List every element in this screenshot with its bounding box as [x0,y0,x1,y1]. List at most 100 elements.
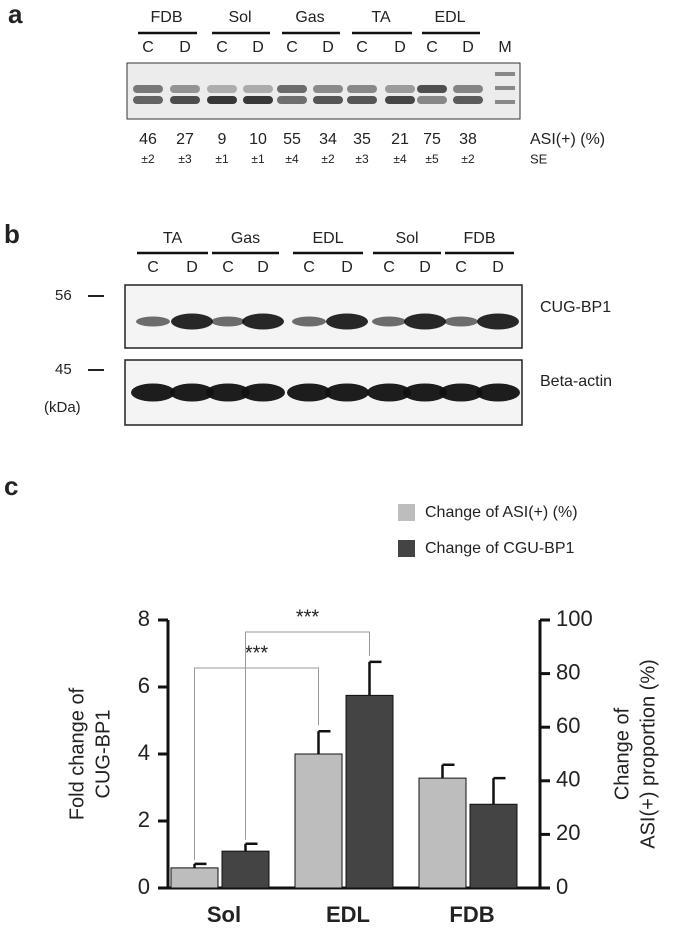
lane-label: C [303,259,315,276]
tissue-label: TA [371,9,391,26]
significance-bracket [194,667,319,860]
panel-label: b [4,219,20,249]
blot-band [211,316,245,327]
asi-value: 21 [391,131,409,148]
lane-label: C [426,39,438,56]
gel-band [347,96,377,104]
tissue-label: Sol [395,230,418,247]
gel-band [313,85,343,93]
se-value: ±4 [393,152,407,166]
bar [469,803,518,889]
lane-label: C [142,39,154,56]
y2-axis-label: ASI(+) proportion (%) [637,659,659,849]
gel-band [277,85,307,93]
bar [418,777,467,889]
gel-band [347,85,377,93]
asi-value: 27 [176,131,194,148]
y-axis-label: CUG-BP1 [92,710,114,799]
blot-band [206,383,250,402]
tissue-label: TA [163,230,183,247]
y2-tick-label: 80 [556,659,580,684]
tissue-label: FDB [464,230,496,247]
error-bar [492,776,506,805]
blot-label: CUG-BP1 [540,299,611,316]
marker-label: M [498,39,511,56]
se-value: ±5 [425,152,439,166]
y2-tick-label: 100 [556,606,593,631]
error-bar [193,862,207,868]
blot-band [287,383,331,402]
tissue-label: Gas [295,9,324,26]
blot-band [242,313,284,330]
blot-band [326,313,368,330]
y2-axis-label: Change of [611,707,633,800]
lane-label: D [341,259,353,276]
y2-tick-label: 20 [556,820,580,845]
gel-band [133,96,163,104]
tissue-label: Gas [231,230,260,247]
significance-bracket [245,631,370,840]
gel-band [207,96,237,104]
lane-label: C [356,39,368,56]
lane-label: D [322,39,334,56]
unit-label: (kDa) [44,399,81,416]
bar [345,694,394,889]
lane-label: C [286,39,298,56]
lane-label: C [147,259,159,276]
lane-label: D [492,259,504,276]
row-label: ASI(+) (%) [530,131,605,148]
error-bar [317,729,331,754]
blot-label: Beta-actin [540,373,612,390]
lane-label: C [222,259,234,276]
x-tick-label: EDL [326,902,370,927]
blot-band [131,383,175,402]
legend-swatch [398,540,415,557]
blot-band [403,383,447,402]
blot-band [367,383,411,402]
gel-band [453,96,483,104]
gel-band [277,96,307,104]
asi-value: 38 [459,131,477,148]
bar [294,753,343,889]
y-tick-label: 6 [138,673,150,698]
gel-band [417,85,447,93]
blot-band [372,316,406,327]
gel-band [133,85,163,93]
panel-label: a [8,0,23,29]
lane-label: C [216,39,228,56]
error-bar [368,660,382,696]
asi-value: 55 [283,131,301,148]
blot-band [241,383,285,402]
lane-label: D [419,259,431,276]
lane-label: D [252,39,264,56]
lane-label: D [462,39,474,56]
size-marker: 56 [55,287,72,304]
lane-label: D [186,259,198,276]
gel-band [417,96,447,104]
se-value: ±1 [215,152,229,166]
se-value: ±2 [461,152,475,166]
legend-label: Change of ASI(+) (%) [425,504,578,521]
legend-swatch [398,504,415,521]
y-tick-label: 0 [138,874,150,899]
blot-band [439,383,483,402]
blot-band [171,313,213,330]
asi-value: 75 [423,131,441,148]
y-tick-label: 2 [138,807,150,832]
gel-band [313,96,343,104]
lane-label: D [257,259,269,276]
se-value: ±3 [355,152,369,166]
asi-value: 9 [218,131,227,148]
bar [221,850,270,889]
se-value: ±2 [141,152,155,166]
tissue-label: Sol [228,9,251,26]
error-bar [244,842,258,852]
gel-band [453,85,483,93]
row-label: SE [530,151,548,166]
x-tick-label: FDB [449,902,494,927]
se-value: ±4 [285,152,299,166]
se-value: ±3 [178,152,192,166]
gel-band [170,85,200,93]
asi-value: 10 [249,131,267,148]
